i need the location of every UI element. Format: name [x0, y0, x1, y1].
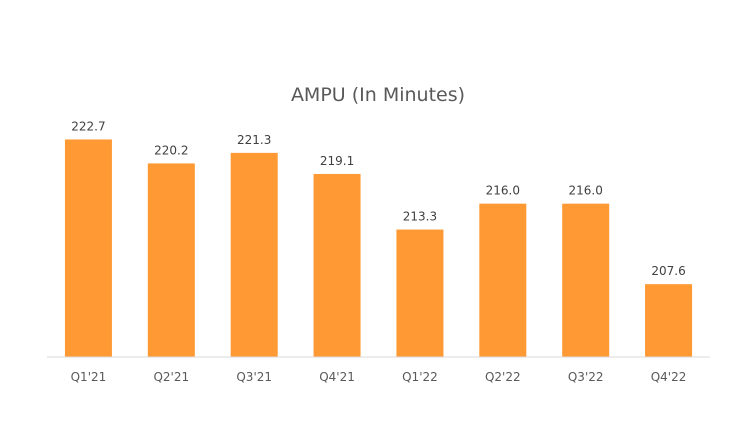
x-tick-label-5: Q1'22 [402, 370, 438, 384]
value-label-6: 216.0 [486, 184, 520, 198]
x-tick-label-2: Q2'21 [153, 370, 189, 384]
x-tick-labels-group: Q1'21 Q2'21 Q3'21 Q4'21 Q1'22 Q2'22 Q3'22 Q4'22 [71, 370, 687, 384]
chart-title: AMPU (In Minutes) [291, 84, 465, 106]
x-tick-label-8: Q4'22 [651, 370, 687, 384]
value-label-4: 219.1 [320, 154, 354, 168]
value-labels-group: 222.7 220.2 221.3 219.1 213.3 216.0 216.0 207.6 [71, 119, 685, 278]
bar-6 [479, 203, 527, 357]
x-tick-label-1: Q1'21 [71, 370, 107, 384]
value-label-7: 216.0 [569, 184, 603, 198]
bar-2 [147, 163, 195, 357]
x-tick-label-3: Q3'21 [236, 370, 272, 384]
bar-1 [64, 139, 112, 357]
bar-4 [313, 173, 361, 357]
bar-5 [396, 229, 444, 357]
value-label-1: 222.7 [71, 119, 105, 133]
bars-group [64, 139, 693, 357]
bar-3 [230, 152, 278, 357]
x-tick-label-4: Q4'21 [319, 370, 355, 384]
value-label-2: 220.2 [154, 143, 188, 157]
bar-8 [645, 284, 693, 357]
value-label-5: 213.3 [403, 210, 437, 224]
x-tick-label-6: Q2'22 [485, 370, 521, 384]
x-tick-label-7: Q3'22 [568, 370, 604, 384]
value-label-8: 207.6 [651, 264, 685, 278]
bar-7 [562, 203, 610, 357]
value-label-3: 221.3 [237, 133, 271, 147]
